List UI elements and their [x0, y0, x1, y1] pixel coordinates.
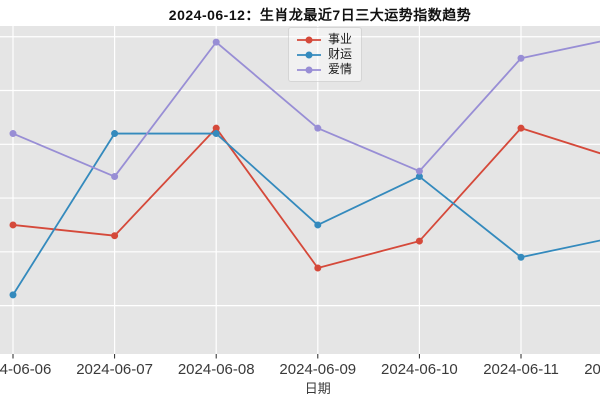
x-tick-label: 2024-06-10 — [381, 361, 458, 378]
series-marker-career — [111, 232, 119, 240]
chart-title: 2024-06-12：生肖龙最近7日三大运势指数趋势 — [168, 7, 472, 23]
x-tick-label: 2024-06-07 — [76, 361, 153, 378]
series-marker-love — [314, 124, 322, 132]
series-marker-career — [9, 221, 17, 229]
x-tick-label: 2024-06-08 — [178, 361, 255, 378]
series-marker-career — [314, 264, 322, 272]
x-tick-label: 2024-06-09 — [279, 361, 356, 378]
series-marker-love — [212, 38, 220, 46]
legend-item-career: 事业 — [296, 32, 352, 47]
series-marker-wealth — [9, 291, 17, 299]
legend-label-wealth: 财运 — [328, 47, 353, 61]
series-marker-love — [111, 173, 119, 181]
x-tick-label: 2024-06-06 — [0, 361, 51, 378]
series-marker-wealth — [517, 253, 525, 261]
series-marker-wealth — [212, 130, 220, 138]
legend-line-marker-icon — [297, 36, 321, 43]
legend-line-marker-icon — [297, 51, 321, 58]
x-tick-label: 2024-06-12 — [584, 361, 600, 378]
x-axis-label: 日期 — [305, 381, 331, 396]
series-marker-wealth — [314, 221, 322, 229]
series-marker-love — [415, 167, 423, 175]
series-marker-wealth — [111, 130, 119, 138]
series-marker-career — [517, 124, 525, 132]
series-marker-career — [415, 237, 423, 245]
series-marker-love — [9, 130, 17, 138]
chart-legend: 事业 财运 爱情 — [288, 27, 363, 82]
x-tick-label: 2024-06-11 — [483, 361, 559, 378]
series-marker-career — [212, 124, 220, 132]
legend-line-marker-icon — [297, 66, 321, 73]
legend-item-love: 爱情 — [296, 62, 352, 77]
series-marker-love — [517, 54, 525, 62]
legend-label-career: 事业 — [328, 32, 353, 46]
legend-label-love: 爱情 — [328, 62, 353, 76]
legend-item-wealth: 财运 — [296, 47, 352, 62]
series-marker-wealth — [415, 173, 423, 181]
